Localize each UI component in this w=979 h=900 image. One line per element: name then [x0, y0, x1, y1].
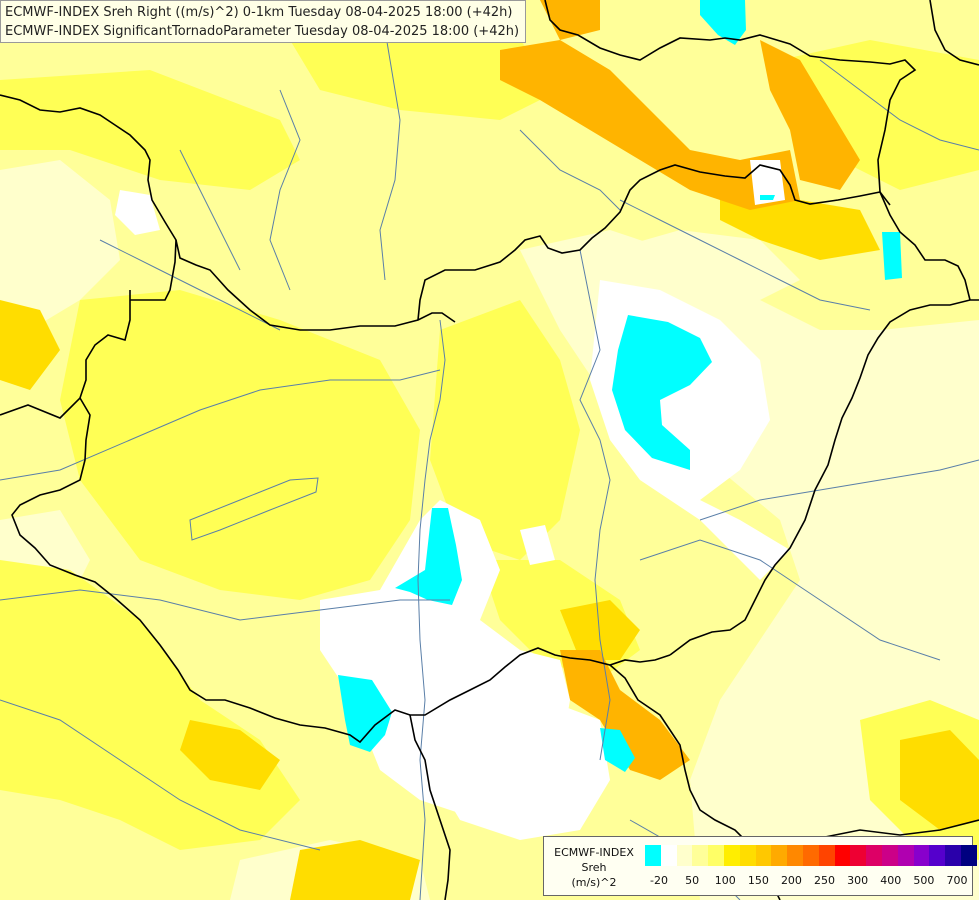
map-title-box: ECMWF-INDEX Sreh Right ((m/s)^2) 0-1km T… [0, 0, 526, 43]
legend-swatch [692, 845, 709, 866]
legend-source: ECMWF-INDEX [554, 846, 634, 859]
color-legend: ECMWF-INDEX Sreh (m/s)^2 -20 50 100 150 200 2… [543, 836, 977, 896]
legend-swatch [660, 845, 677, 866]
legend-tick-labels: -20 50 100 150 200 250 300 400 500 700 [645, 874, 975, 890]
legend-variable: Sreh [581, 861, 607, 874]
legend-tick-label: 200 [780, 874, 802, 887]
legend-tick-label: 150 [747, 874, 769, 887]
legend-tick-label: 500 [913, 874, 935, 887]
map-title-line-2: ECMWF-INDEX SignificantTornadoParameter … [5, 24, 520, 39]
legend-tick-label: 400 [880, 874, 902, 887]
legend-swatch [818, 845, 835, 866]
legend-swatch [802, 845, 819, 866]
legend-tick-label: 100 [714, 874, 736, 887]
legend-tick-label: 250 [814, 874, 836, 887]
legend-tick-label: 300 [847, 874, 869, 887]
legend-color-scale [645, 845, 977, 866]
legend-swatch [787, 845, 803, 866]
legend-tick-label: 50 [685, 874, 700, 887]
legend-swatch [834, 845, 851, 866]
legend-swatch [929, 845, 946, 866]
legend-tick-label: 700 [946, 874, 968, 887]
map-title-line-1: ECMWF-INDEX Sreh Right ((m/s)^2) 0-1km T… [5, 5, 513, 20]
legend-swatch [897, 845, 914, 866]
legend-swatch [708, 845, 724, 866]
legend-swatch [771, 845, 788, 866]
legend-swatch [850, 845, 867, 866]
legend-unit: (m/s)^2 [571, 876, 617, 889]
field-orange [500, 0, 860, 780]
legend-swatch [945, 845, 961, 866]
legend-swatch [866, 845, 882, 866]
legend-swatch [676, 845, 693, 866]
legend-swatch [960, 845, 977, 866]
legend-swatch [645, 845, 661, 866]
legend-swatch [739, 845, 756, 866]
legend-swatch [913, 845, 930, 866]
legend-swatch [881, 845, 898, 866]
legend-swatch [755, 845, 772, 866]
field-cyan [338, 0, 902, 772]
legend-caption: ECMWF-INDEX Sreh (m/s)^2 [548, 845, 640, 890]
legend-tick-label: -20 [650, 874, 668, 887]
legend-swatch [723, 845, 740, 866]
